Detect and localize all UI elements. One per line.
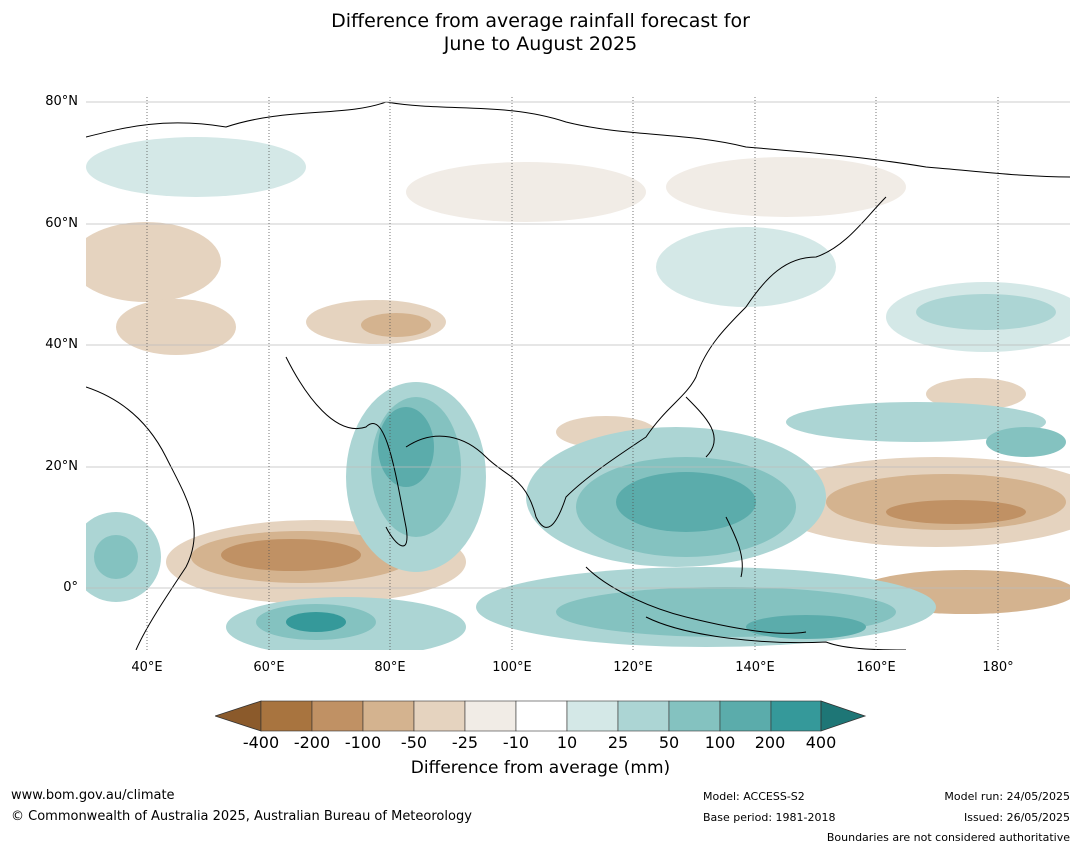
- lat-label-60n: 60°N: [45, 216, 78, 231]
- lon-label-120e: 120°E: [613, 660, 653, 675]
- colorbar-tick: 50: [658, 733, 680, 752]
- colorbar-tick: -400: [242, 733, 280, 752]
- model-run-date: Model run: 24/05/2025: [944, 790, 1070, 803]
- colorbar-swatch: [515, 700, 568, 732]
- lat-label-40n: 40°N: [45, 337, 78, 352]
- colorbar-tick: 200: [754, 733, 786, 752]
- lon-label-140e: 140°E: [735, 660, 775, 675]
- colorbar-extend-high: [820, 700, 867, 732]
- model-name: Model: ACCESS-S2: [703, 790, 805, 803]
- lat-label-80n: 80°N: [45, 94, 78, 109]
- coastlines: [86, 101, 1070, 650]
- colorbar-label: Difference from average (mm): [410, 758, 671, 778]
- colorbar-tick: 10: [556, 733, 578, 752]
- colorbar-swatch: [362, 700, 415, 732]
- colorbar-swatches: [213, 700, 867, 732]
- colorbar-tick: -100: [344, 733, 382, 752]
- colorbar-tick: 25: [607, 733, 629, 752]
- base-period: Base period: 1981-2018: [703, 811, 836, 824]
- colorbar-tick: -25: [451, 733, 479, 752]
- issued-date: Issued: 26/05/2025: [963, 811, 1070, 824]
- lon-label-180: 180°: [982, 660, 1014, 675]
- colorbar-tick: -10: [502, 733, 530, 752]
- colorbar-swatch: [311, 700, 364, 732]
- colorbar-swatch: [719, 700, 772, 732]
- wet-anomaly-areas: [86, 137, 1070, 650]
- lat-label-20n: 20°N: [45, 459, 78, 474]
- rainfall-difference-map: [86, 97, 1070, 650]
- map-canvas: [86, 97, 1070, 650]
- map-title-line-1: Difference from average rainfall forecas…: [331, 10, 750, 32]
- lon-label-40e: 40°E: [131, 660, 163, 675]
- lon-label-60e: 60°E: [253, 660, 285, 675]
- colorbar-swatch: [413, 700, 466, 732]
- colorbar-tick: -50: [400, 733, 428, 752]
- colorbar-swatch: [770, 700, 822, 732]
- colorbar-swatch: [668, 700, 721, 732]
- colorbar-swatch: [617, 700, 670, 732]
- lon-label-160e: 160°E: [856, 660, 896, 675]
- colorbar-swatch: [566, 700, 619, 732]
- copyright-notice: © Commonwealth of Australia 2025, Austra…: [11, 809, 472, 824]
- colorbar-extend-low: [213, 700, 262, 732]
- colorbar: [213, 700, 867, 736]
- colorbar-tick: 400: [805, 733, 837, 752]
- colorbar-swatch: [260, 700, 313, 732]
- boundaries-disclaimer: Boundaries are not considered authoritat…: [826, 831, 1070, 844]
- graticule: [86, 97, 1070, 650]
- map-title-line-2: June to August 2025: [443, 33, 638, 55]
- lon-label-100e: 100°E: [492, 660, 532, 675]
- lon-label-80e: 80°E: [374, 660, 406, 675]
- lat-label-equator: 0°: [63, 580, 78, 595]
- bom-website-link[interactable]: www.bom.gov.au/climate: [11, 788, 175, 803]
- colorbar-tick: -200: [293, 733, 331, 752]
- colorbar-tick: 100: [704, 733, 736, 752]
- colorbar-swatch: [464, 700, 517, 732]
